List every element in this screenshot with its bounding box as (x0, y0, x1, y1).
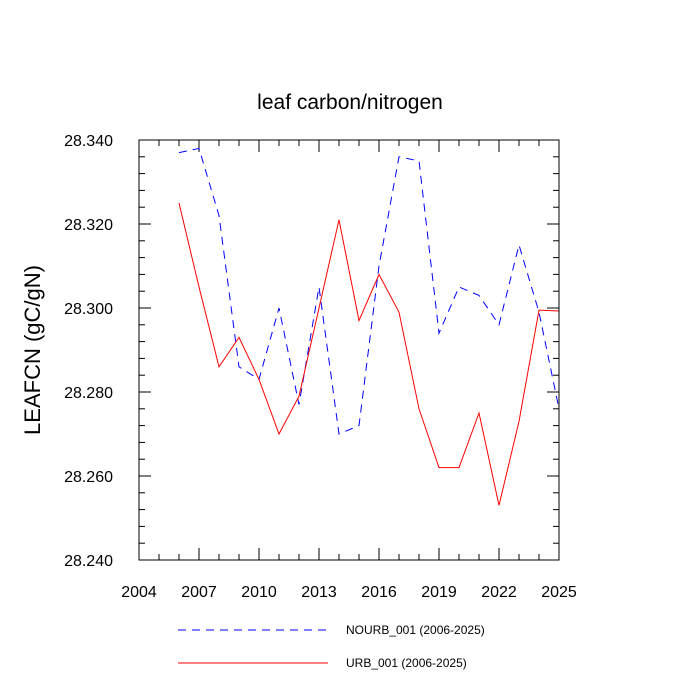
series-line-urb (178, 202, 560, 506)
axis-ticks: 2004 2007 2010 2013 2016 2019 2022 2025 28.240 28… (64, 133, 577, 601)
legend-label-urb: URB_001 (2006-2025) (346, 656, 467, 670)
x-tick-label: 2025 (541, 584, 577, 601)
plot-frame (138, 139, 560, 561)
y-axis-label: LEAFCN (gC/gN) (20, 265, 45, 435)
y-tick-label: 28.340 (64, 133, 113, 150)
legend: NOURB_001 (2006-2025) URB_001 (2006-2025… (178, 623, 485, 670)
x-tick-label: 2007 (181, 584, 217, 601)
legend-label-nourb: NOURB_001 (2006-2025) (346, 623, 485, 637)
x-tick-label: 2013 (301, 584, 337, 601)
x-tick-label: 2004 (121, 584, 157, 601)
y-tick-label: 28.320 (64, 217, 113, 234)
y-tick-label: 28.240 (64, 553, 113, 570)
x-tick-label: 2019 (421, 584, 457, 601)
chart-title: leaf carbon/nitrogen (257, 91, 443, 114)
y-tick-label: 28.260 (64, 469, 113, 486)
y-tick-label: 28.280 (64, 385, 113, 402)
series-line-nourb (178, 147, 560, 435)
x-tick-label: 2010 (241, 584, 277, 601)
series-group (178, 147, 560, 506)
x-tick-label: 2016 (361, 584, 397, 601)
y-tick-label: 28.300 (64, 301, 113, 318)
x-tick-label: 2022 (481, 584, 517, 601)
